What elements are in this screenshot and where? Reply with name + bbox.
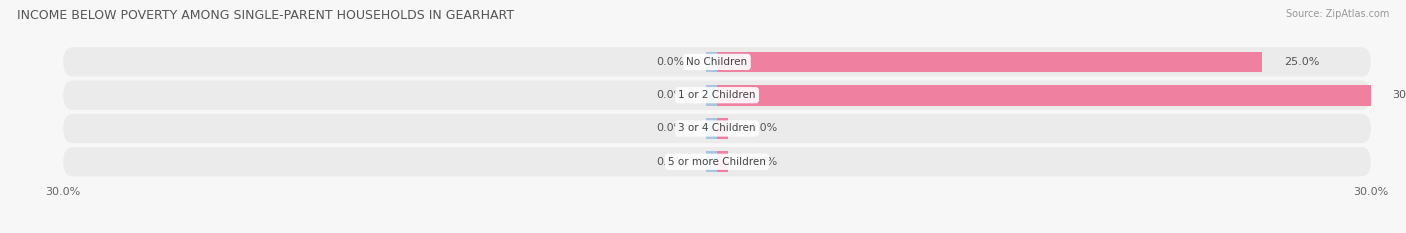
FancyBboxPatch shape — [63, 81, 1371, 110]
Bar — [706, 85, 717, 106]
Bar — [717, 118, 728, 139]
Text: 0.0%: 0.0% — [749, 157, 778, 167]
Text: No Children: No Children — [686, 57, 748, 67]
Text: 1 or 2 Children: 1 or 2 Children — [678, 90, 756, 100]
Text: 0.0%: 0.0% — [657, 123, 685, 134]
Bar — [706, 151, 717, 172]
Text: Source: ZipAtlas.com: Source: ZipAtlas.com — [1285, 9, 1389, 19]
Bar — [706, 51, 717, 72]
Bar — [717, 151, 728, 172]
Bar — [717, 51, 1261, 72]
Text: 0.0%: 0.0% — [657, 57, 685, 67]
Text: INCOME BELOW POVERTY AMONG SINGLE-PARENT HOUSEHOLDS IN GEARHART: INCOME BELOW POVERTY AMONG SINGLE-PARENT… — [17, 9, 515, 22]
Text: 25.0%: 25.0% — [1284, 57, 1319, 67]
Text: 5 or more Children: 5 or more Children — [668, 157, 766, 167]
FancyBboxPatch shape — [63, 114, 1371, 143]
Legend: Single Father, Single Mother: Single Father, Single Mother — [613, 230, 821, 233]
Text: 0.0%: 0.0% — [657, 157, 685, 167]
FancyBboxPatch shape — [63, 147, 1371, 176]
Bar — [717, 85, 1371, 106]
Text: 3 or 4 Children: 3 or 4 Children — [678, 123, 756, 134]
Text: 30.0%: 30.0% — [1392, 90, 1406, 100]
FancyBboxPatch shape — [63, 47, 1371, 77]
Text: 0.0%: 0.0% — [749, 123, 778, 134]
Bar — [706, 118, 717, 139]
Text: 0.0%: 0.0% — [657, 90, 685, 100]
